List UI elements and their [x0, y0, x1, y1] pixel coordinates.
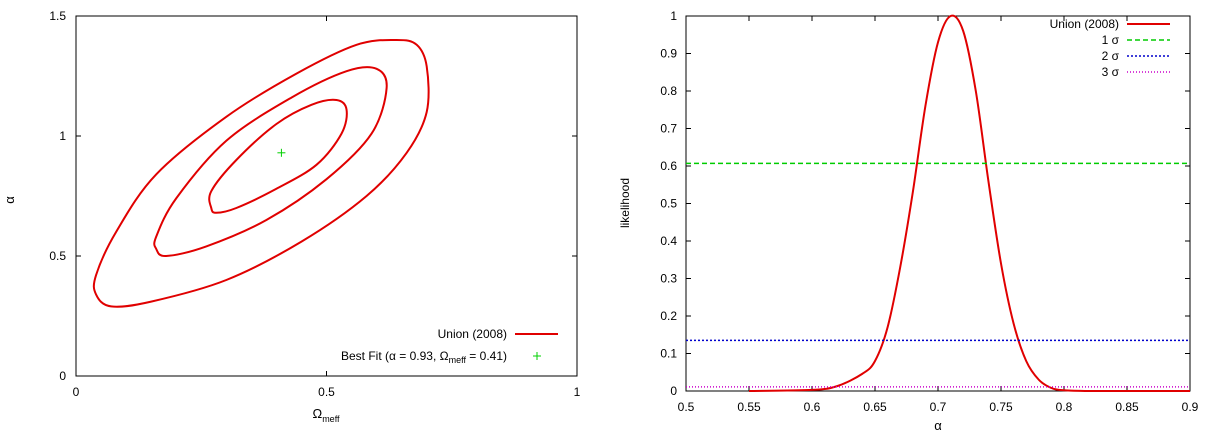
- left-plot-frame: [76, 16, 577, 376]
- right-xtick-label: 0.8: [1056, 400, 1073, 414]
- left-legend-label-bestfit: Best Fit (α = 0.93, Ωmeff = 0.41): [341, 349, 507, 365]
- left-ytick-label: 1: [59, 129, 66, 143]
- left-xtick-label: 0.5: [318, 385, 335, 399]
- right-ylabel: likelihood: [618, 178, 632, 228]
- right-ytick-label: 1: [670, 9, 677, 23]
- right-ytick-label: 0.8: [660, 84, 677, 98]
- likelihood-curve: [749, 16, 1190, 391]
- right-ytick-label: 0.1: [660, 347, 677, 361]
- right-xtick-label: 0.5: [678, 400, 695, 414]
- right-ytick-label: 0.9: [660, 47, 677, 61]
- right-xtick-label: 0.55: [737, 400, 761, 414]
- left-xlabel-sub: meff: [322, 414, 340, 424]
- right-ytick-label: 0.4: [660, 234, 677, 248]
- right-xtick-label: 0.65: [863, 400, 887, 414]
- left-contours: [94, 40, 429, 307]
- contour-1-sigma: [209, 100, 347, 213]
- right-xlabel: α: [934, 418, 942, 433]
- legend-union-label: Union (2008): [1050, 17, 1119, 31]
- right-xtick-label: 0.6: [804, 400, 821, 414]
- left-chart: 0 0.5 1 0 0.5 1 1.5 α Ωmeff Union (2008) Best …: [2, 9, 581, 424]
- left-legend-bestfit-main: Best Fit (α = 0.93, Ω: [341, 349, 449, 363]
- left-ylabel: α: [2, 196, 17, 204]
- contour-2-sigma: [154, 67, 386, 256]
- right-chart: 0.5 0.55 0.6 0.65 0.7 0.75 0.8 0.85 0.9 0 0.1 0.2 0.…: [618, 9, 1199, 433]
- right-ytick-label: 0.3: [660, 272, 677, 286]
- right-ytick-label: 0.7: [660, 122, 677, 136]
- left-xtick-label: 0: [73, 385, 80, 399]
- left-ytick-label: 0: [59, 369, 66, 383]
- best-fit-marker: [277, 149, 285, 157]
- legend-1-sigma-label: 1 σ: [1102, 33, 1120, 47]
- right-ytick-label: 0: [670, 384, 677, 398]
- left-legend: Union (2008) Best Fit (α = 0.93, Ωmeff =…: [341, 327, 558, 365]
- left-legend-bestfit-suffix: = 0.41): [466, 349, 507, 363]
- legend-2-sigma-label: 2 σ: [1102, 49, 1120, 63]
- right-xtick-label: 0.9: [1182, 400, 1199, 414]
- left-ytick-label: 1.5: [49, 9, 66, 23]
- left-best-fit-points: [277, 149, 285, 157]
- right-xtick-label: 0.7: [930, 400, 947, 414]
- right-xtick-label: 0.85: [1115, 400, 1139, 414]
- left-legend-label-union: Union (2008): [438, 327, 507, 341]
- right-ytick-label: 0.2: [660, 309, 677, 323]
- left-xtick-label: 1: [574, 385, 581, 399]
- right-xtick-label: 0.75: [989, 400, 1013, 414]
- right-legend: Union (2008) 1 σ 2 σ 3 σ: [1050, 17, 1170, 79]
- left-xlabel: Ωmeff: [312, 406, 340, 424]
- left-legend-marker-bestfit: [533, 352, 541, 360]
- right-ytick-label: 0.6: [660, 159, 677, 173]
- left-ytick-label: 0.5: [49, 249, 66, 263]
- left-xlabel-main: Ω: [312, 406, 322, 421]
- right-ytick-label: 0.5: [660, 197, 677, 211]
- contour-3-sigma: [94, 40, 429, 307]
- legend-3-sigma-label: 3 σ: [1102, 65, 1120, 79]
- left-legend-bestfit-sub: meff: [449, 355, 467, 365]
